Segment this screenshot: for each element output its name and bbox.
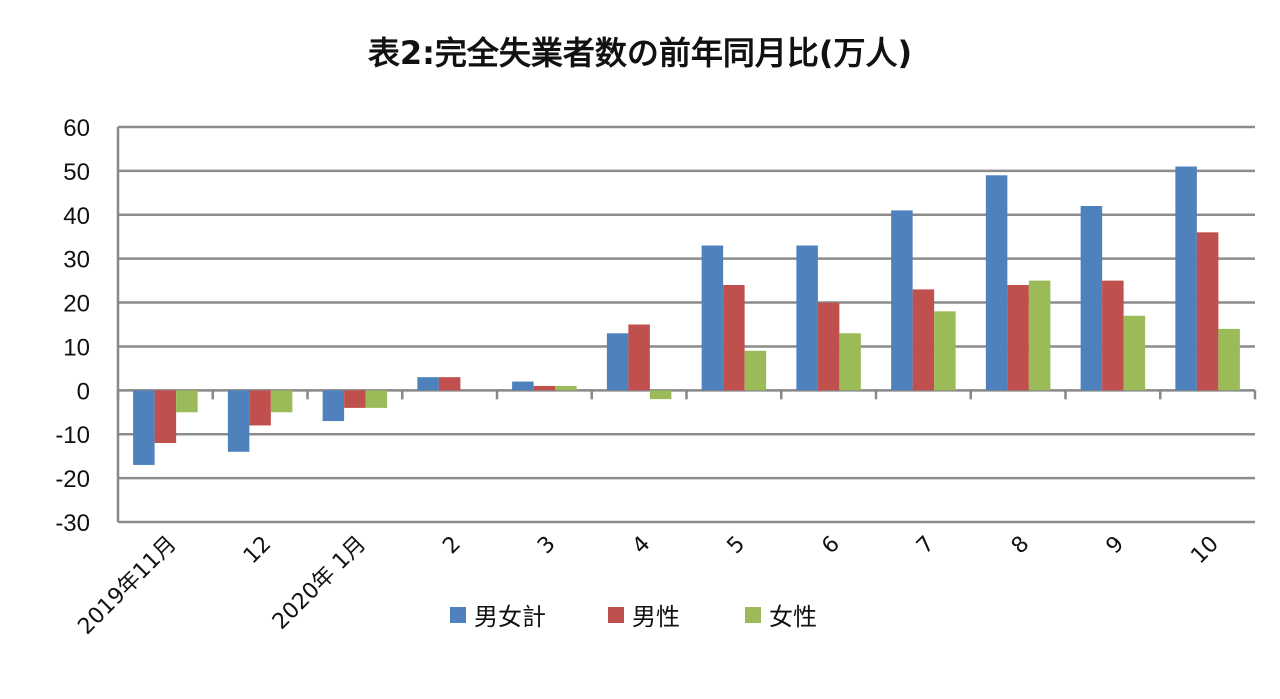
bar-男女計 bbox=[701, 245, 724, 391]
bar-男女計 bbox=[417, 377, 439, 391]
x-tick-label: 9 bbox=[1102, 532, 1130, 560]
x-tick-label: 2019年11月 bbox=[73, 532, 181, 640]
bar-男性 bbox=[438, 377, 461, 391]
bar-男性 bbox=[1196, 232, 1219, 391]
bar-女性 bbox=[555, 385, 577, 391]
bar-女性 bbox=[839, 333, 861, 391]
bar-女性 bbox=[365, 390, 388, 408]
bar-男性 bbox=[628, 324, 650, 391]
y-tick-label: 0 bbox=[77, 378, 90, 405]
bar-男性 bbox=[154, 390, 177, 443]
bar-男女計 bbox=[227, 390, 250, 452]
bar-男女計 bbox=[133, 390, 155, 465]
x-tick-label: 8 bbox=[1007, 532, 1035, 560]
legend-label: 女性 bbox=[769, 603, 817, 631]
y-tick-label: 20 bbox=[63, 291, 90, 318]
bar-男性 bbox=[912, 289, 935, 391]
legend-label: 男女計 bbox=[474, 603, 546, 631]
legend-swatch bbox=[608, 607, 624, 623]
bar-男性 bbox=[533, 385, 556, 391]
y-tick-label: 50 bbox=[63, 159, 90, 186]
bar-男性 bbox=[723, 285, 745, 391]
x-tick-label: 5 bbox=[723, 532, 751, 560]
bar-女性 bbox=[934, 311, 956, 391]
legend-swatch bbox=[745, 607, 761, 623]
x-tick-label: 4 bbox=[628, 532, 656, 560]
x-tick-label: 6 bbox=[817, 532, 845, 560]
y-tick-label: 40 bbox=[63, 203, 90, 230]
bar-男性 bbox=[817, 302, 840, 391]
bar-男女計 bbox=[985, 175, 1008, 391]
bar-男女計 bbox=[1080, 206, 1103, 391]
legend-swatch bbox=[450, 607, 466, 623]
bar-男女計 bbox=[796, 245, 818, 391]
bar-男性 bbox=[249, 390, 271, 426]
y-tick-label: 60 bbox=[63, 115, 90, 142]
bar-女性 bbox=[1123, 315, 1146, 391]
bar-男性 bbox=[1102, 280, 1124, 391]
x-tick-label: 2020年 1月 bbox=[268, 532, 371, 635]
bar-男女計 bbox=[1175, 166, 1197, 391]
bar-女性 bbox=[649, 390, 672, 400]
y-tick-label: -20 bbox=[55, 466, 90, 493]
bar-男女計 bbox=[606, 333, 629, 391]
bar-女性 bbox=[1218, 328, 1240, 391]
bar-男女計 bbox=[891, 210, 913, 391]
y-tick-label: 30 bbox=[63, 247, 90, 274]
chart-title: 表2:完全失業者数の前年同月比(万人) bbox=[367, 34, 913, 72]
x-tick-label: 7 bbox=[912, 532, 940, 560]
bar-女性 bbox=[744, 350, 767, 391]
x-tick-label: 10 bbox=[1186, 532, 1223, 569]
bar-男性 bbox=[1007, 285, 1029, 391]
legend-label: 男性 bbox=[632, 603, 680, 631]
bar-男女計 bbox=[512, 381, 534, 391]
bar-女性 bbox=[176, 390, 198, 413]
y-tick-label: -30 bbox=[55, 510, 90, 537]
y-tick-label: 10 bbox=[63, 334, 90, 361]
x-tick-label: 3 bbox=[533, 532, 561, 560]
bar-女性 bbox=[270, 390, 293, 413]
x-tick-label: 2 bbox=[438, 532, 466, 560]
y-tick-label: -10 bbox=[55, 422, 90, 449]
x-tick-label: 12 bbox=[239, 532, 276, 569]
bar-男性 bbox=[344, 390, 366, 408]
bar-女性 bbox=[1028, 280, 1051, 391]
bar-男女計 bbox=[322, 390, 345, 422]
